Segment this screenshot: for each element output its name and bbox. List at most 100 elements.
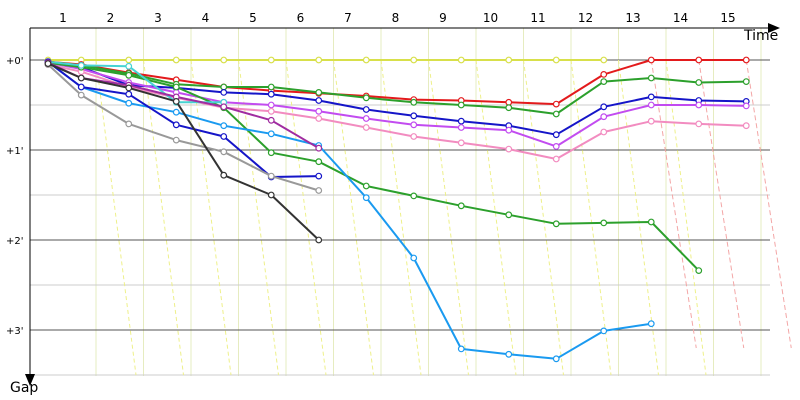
data-point	[410, 254, 418, 262]
data-point	[505, 98, 513, 106]
pit-window-line	[333, 59, 374, 376]
data-point	[552, 131, 560, 139]
data-point	[315, 88, 323, 96]
data-point	[267, 101, 275, 109]
pit-stop-lines	[95, 59, 792, 376]
data-point	[647, 101, 655, 109]
data-point	[647, 218, 655, 226]
data-point	[600, 128, 608, 136]
y-axis-title: Gap	[10, 380, 38, 396]
data-point	[267, 83, 275, 91]
data-point	[647, 117, 655, 125]
data-point	[172, 56, 180, 64]
data-point	[505, 211, 513, 219]
axis-labels: 1 2 3 4 5 6 7 8 9 10 11 12 13 14 15+0'+1'+2'+3'	[6, 11, 736, 337]
data-point	[77, 83, 85, 91]
data-point	[362, 94, 370, 102]
data-point	[600, 56, 608, 64]
data-point	[552, 142, 560, 150]
pit-window-line	[523, 59, 564, 376]
pit-window-line	[285, 59, 327, 376]
data-point	[267, 116, 275, 124]
data-point	[647, 320, 655, 328]
data-point	[600, 78, 608, 85]
data-point	[77, 74, 85, 82]
pit-window-line	[380, 59, 422, 376]
y-tick-label: +1'	[6, 146, 24, 157]
data-point	[315, 115, 323, 122]
pit-window-line	[698, 59, 745, 349]
data-point	[220, 103, 228, 111]
data-point	[695, 120, 703, 128]
data-point	[410, 98, 418, 106]
data-point	[410, 112, 418, 120]
data-point	[315, 97, 323, 104]
data-point	[647, 56, 655, 64]
axes	[25, 23, 780, 386]
data-point	[220, 83, 228, 91]
x-tick-label: 12	[578, 11, 593, 25]
data-point	[125, 84, 133, 92]
x-tick-label: 15	[720, 11, 735, 25]
data-point	[742, 78, 750, 85]
x-tick-label: 1	[59, 11, 67, 25]
data-point	[267, 191, 275, 199]
data-point	[362, 115, 370, 122]
data-point	[125, 62, 133, 70]
data-point	[220, 88, 228, 96]
data-point	[410, 133, 418, 140]
data-point	[647, 74, 655, 82]
x-tick-label: 7	[344, 11, 352, 25]
series-line	[47, 60, 747, 115]
data-point	[315, 158, 323, 166]
x-tick-label: 14	[673, 11, 688, 25]
data-point	[220, 56, 228, 64]
data-point	[267, 149, 275, 157]
data-point	[315, 236, 323, 244]
data-point	[220, 148, 228, 156]
data-point	[505, 126, 513, 134]
x-axis-arrow	[768, 23, 780, 33]
data-point	[410, 56, 418, 64]
y-tick-label: +3'	[6, 326, 24, 337]
data-point	[552, 100, 560, 108]
data-point	[125, 90, 133, 98]
data-point	[457, 56, 465, 64]
y-axis-arrow	[25, 374, 35, 386]
data-point	[505, 350, 513, 358]
data-point	[362, 182, 370, 190]
pit-window-line	[618, 59, 659, 376]
data-point	[44, 60, 52, 67]
pit-window-line	[190, 59, 232, 376]
data-point	[220, 171, 228, 179]
pit-window-line	[428, 59, 469, 376]
data-point	[457, 139, 465, 147]
series-line	[47, 61, 652, 360]
data-point	[267, 107, 275, 115]
data-point	[457, 202, 465, 210]
data-point	[267, 130, 275, 138]
data-point	[125, 71, 133, 79]
pit-window-line	[475, 59, 517, 376]
data-point	[267, 90, 275, 98]
data-point	[457, 117, 465, 125]
data-point	[410, 192, 418, 200]
data-point	[505, 56, 513, 64]
x-axis-title: Time	[743, 28, 778, 44]
data-point	[742, 122, 750, 130]
data-point	[172, 136, 180, 144]
data-point	[600, 113, 608, 121]
x-tick-label: 6	[297, 11, 305, 25]
data-point	[695, 79, 703, 86]
data-point	[172, 121, 180, 129]
pit-window-line	[95, 59, 137, 376]
data-point	[457, 124, 465, 131]
series-line	[47, 61, 747, 148]
data-point	[220, 122, 228, 130]
data-point	[457, 101, 465, 109]
pit-window-line	[745, 59, 792, 349]
x-tick-label: 4	[202, 11, 210, 25]
x-tick-label: 5	[249, 11, 257, 25]
